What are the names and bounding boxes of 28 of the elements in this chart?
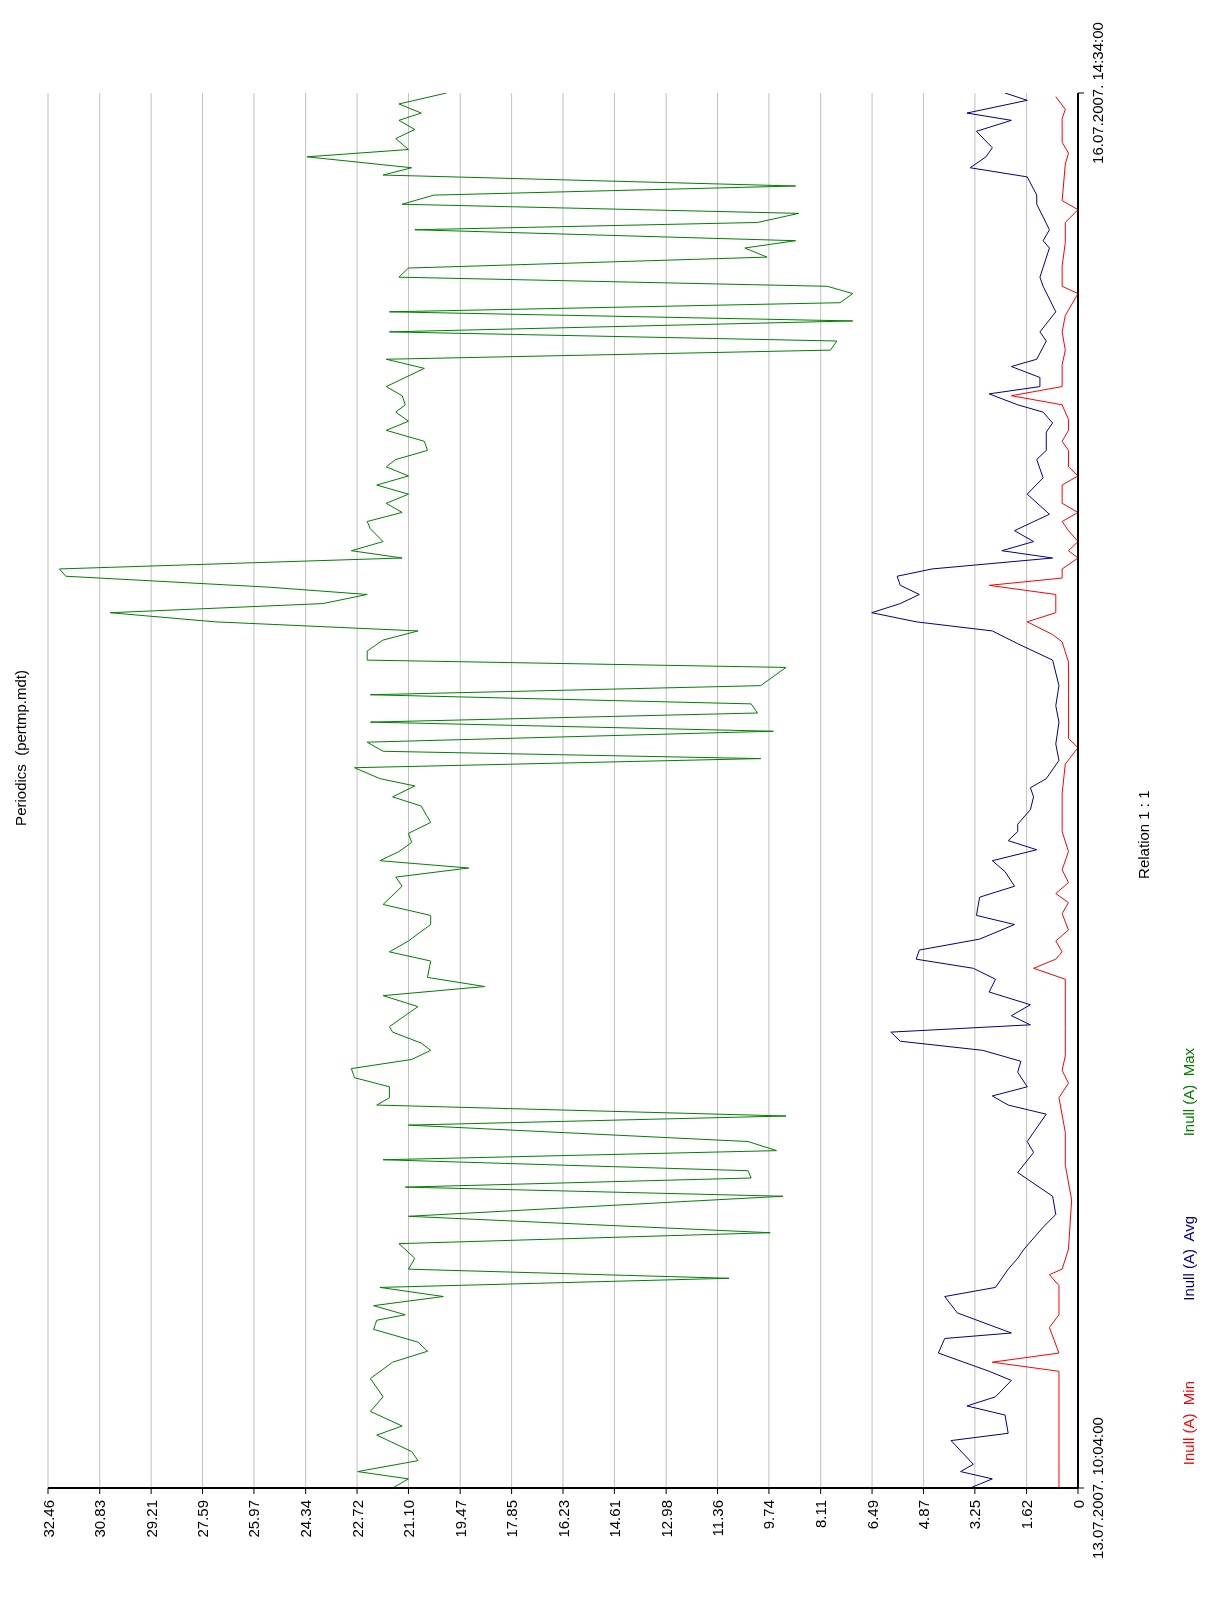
y-tick-label: 13.07.2007. 10:04:00 xyxy=(1089,1417,1107,1559)
x-tick-label: 6.49 xyxy=(863,1500,881,1530)
x-tick-label: 16.23 xyxy=(554,1500,572,1538)
y-tick-label: 16.07.2007. 14:34:00 xyxy=(1089,22,1107,164)
x-tick-label: 19.47 xyxy=(451,1500,469,1538)
text: Periodics (pertmp.mdt) xyxy=(12,670,29,826)
x-tick-label: 21.10 xyxy=(399,1500,417,1538)
x-tick-label: 27.59 xyxy=(194,1500,212,1538)
x-tick-label: 14.61 xyxy=(605,1500,623,1538)
text: Inull (A) Avg xyxy=(1180,1216,1197,1302)
x-tick-label: 25.97 xyxy=(245,1500,263,1538)
x-tick-label: 17.85 xyxy=(503,1500,521,1538)
x-tick-label: 11.36 xyxy=(709,1500,727,1537)
x-tick-label: 0 xyxy=(1069,1500,1087,1509)
text: Inull (A) Max xyxy=(1180,1048,1197,1137)
x-tick-label: 29.21 xyxy=(142,1500,160,1538)
x-tick-label: 32.46 xyxy=(39,1500,57,1538)
x-tick-label: 1.62 xyxy=(1018,1500,1036,1530)
text: Inull (A) Min xyxy=(1180,1381,1197,1466)
x-tick-label: 22.72 xyxy=(348,1500,366,1538)
x-tick-label: 9.74 xyxy=(760,1500,778,1530)
x-tick-label: 8.11 xyxy=(812,1500,830,1529)
x-tick-label: 12.98 xyxy=(657,1500,675,1538)
x-tick-label: 4.87 xyxy=(914,1500,932,1530)
y-axis-title: Relation 1 : 1 xyxy=(1135,790,1153,879)
x-tick-label: 24.34 xyxy=(297,1500,315,1538)
x-tick-label: 30.83 xyxy=(91,1500,109,1538)
x-tick-label: 3.25 xyxy=(966,1500,984,1530)
